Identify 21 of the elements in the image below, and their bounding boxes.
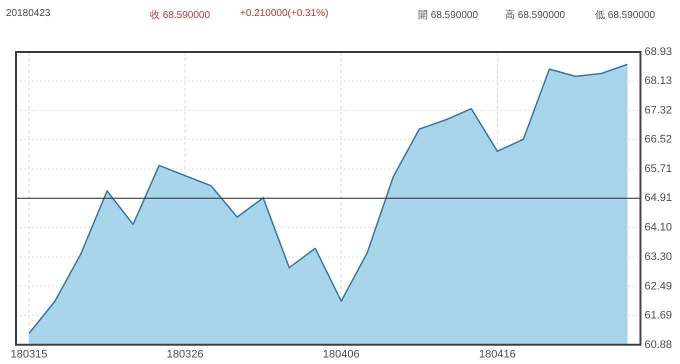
y-tick-label: 68.13 xyxy=(644,75,672,88)
x-tick-label: 180406 xyxy=(322,348,360,360)
y-tick-label: 66.52 xyxy=(644,134,672,146)
y-tick-label: 60.88 xyxy=(644,338,672,351)
x-tick-label: 180315 xyxy=(10,348,48,360)
x-tick-label: 180326 xyxy=(166,348,204,360)
text: 低 68.590000 xyxy=(595,9,656,22)
y-tick-label: 64.91 xyxy=(644,192,672,204)
y-tick-label: 63.30 xyxy=(644,250,672,263)
y-tick-label: 65.71 xyxy=(644,163,672,176)
text: 高 68.590000 xyxy=(505,8,566,22)
y-tick-label: 61.69 xyxy=(644,309,672,322)
y-tick-label: 68.93 xyxy=(644,46,672,58)
text: 開 68.590000 xyxy=(418,9,478,22)
text: 收 68.590000 xyxy=(150,9,210,22)
text: 20180423 xyxy=(6,8,50,19)
text: +0.210000(+0.31%) xyxy=(240,8,328,19)
y-tick-label: 67.32 xyxy=(644,104,672,117)
y-tick-label: 62.49 xyxy=(644,280,672,292)
y-tick-label: 64.10 xyxy=(644,222,672,234)
x-tick-label: 180416 xyxy=(479,348,516,360)
